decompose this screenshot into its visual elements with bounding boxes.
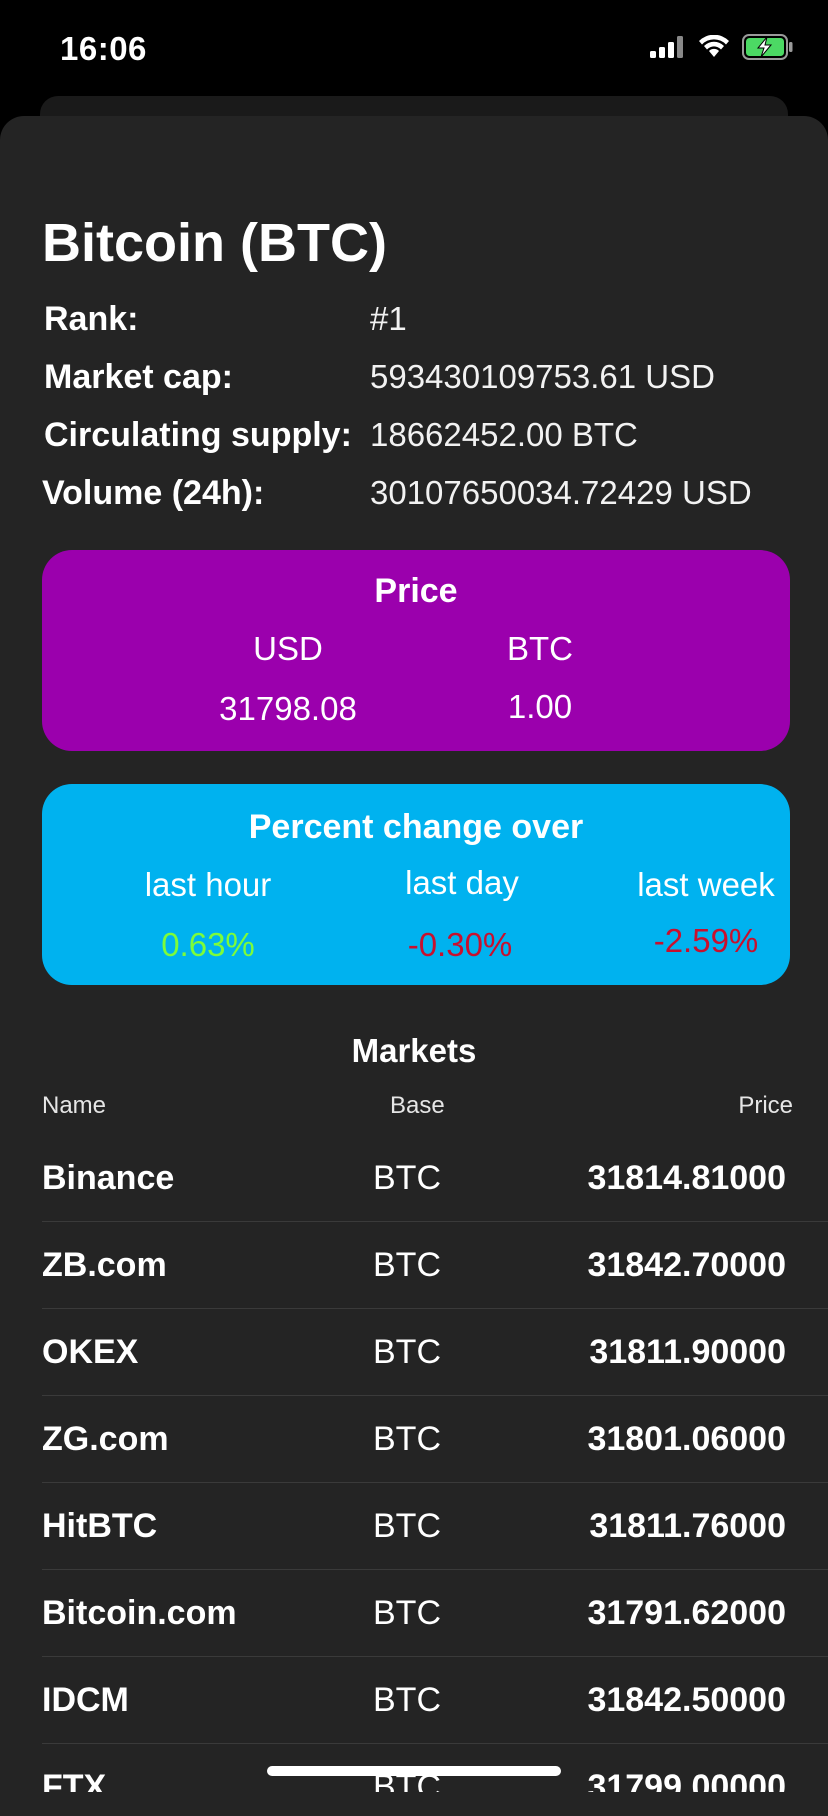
rank-value: #1 (370, 300, 407, 337)
market-name: ZG.com (42, 1420, 169, 1458)
coin-title: Bitcoin (BTC) (42, 213, 387, 273)
volume-value: 30107650034.72429 USD (370, 474, 752, 511)
markets-title: Markets (351, 1032, 477, 1069)
last-day-label: last day (405, 864, 519, 901)
price-card-title: Price (374, 572, 458, 610)
market-base: BTC (373, 1333, 441, 1371)
info-row-market-cap: Market cap: 593430109753.61 USD (44, 358, 804, 402)
market-cap-value: 593430109753.61 USD (370, 358, 715, 395)
market-row[interactable]: HitBTC BTC 31811.76000 (42, 1483, 828, 1570)
wifi-icon (699, 35, 729, 57)
market-name: Bitcoin.com (42, 1594, 237, 1632)
circulating-supply-value: 18662452.00 BTC (370, 416, 638, 453)
market-row[interactable]: OKEX BTC 31811.90000 (42, 1309, 828, 1396)
market-cap-label: Market cap: (44, 358, 233, 396)
last-week-label: last week (637, 866, 775, 903)
market-row[interactable]: Binance BTC 31814.81000 (42, 1135, 828, 1222)
market-row[interactable]: IDCM BTC 31842.50000 (42, 1657, 828, 1744)
percent-change-card: Percent change over last hour last day l… (42, 784, 790, 985)
percent-change-title: Percent change over (248, 808, 584, 846)
market-base: BTC (373, 1420, 441, 1458)
markets-header-base: Base (390, 1092, 445, 1119)
market-name: ZB.com (42, 1246, 167, 1284)
battery-charging-icon (742, 34, 793, 60)
market-row[interactable]: ZG.com BTC 31801.06000 (42, 1396, 828, 1483)
info-row-rank: Rank: #1 (44, 300, 804, 344)
circulating-supply-label: Circulating supply: (44, 416, 352, 454)
info-row-circulating-supply: Circulating supply: 18662452.00 BTC (44, 416, 804, 460)
market-row[interactable]: FTX BTC 31799.00000 (42, 1744, 828, 1792)
market-name: IDCM (42, 1681, 129, 1719)
price-usd-label: USD (253, 630, 323, 667)
volume-label: Volume (24h): (42, 474, 265, 512)
markets-header-price: Price (738, 1092, 793, 1119)
market-name: FTX (42, 1768, 107, 1792)
last-day-value: -0.30% (407, 926, 513, 963)
price-usd-value: 31798.08 (219, 690, 357, 727)
market-base: BTC (373, 1246, 441, 1284)
market-name: Binance (42, 1159, 175, 1197)
price-btc-value: 1.00 (507, 688, 573, 725)
market-name: HitBTC (42, 1507, 158, 1545)
last-hour-label: last hour (144, 866, 272, 903)
market-price: 31814.81000 (587, 1159, 786, 1197)
market-price: 31801.06000 (587, 1420, 786, 1458)
market-row[interactable]: Bitcoin.com BTC 31791.62000 (42, 1570, 828, 1657)
market-price: 31811.90000 (589, 1333, 786, 1371)
market-price: 31811.76000 (589, 1507, 786, 1545)
markets-header-name: Name (42, 1092, 107, 1119)
status-time: 16:06 (60, 30, 147, 67)
signal-icon (650, 36, 683, 58)
market-price: 31799.00000 (587, 1768, 786, 1792)
status-bar: 16:06 (0, 0, 828, 100)
market-price: 31842.70000 (587, 1246, 786, 1284)
market-price: 31791.62000 (587, 1594, 786, 1632)
rank-label: Rank: (44, 300, 139, 338)
price-card: Price USD BTC 31798.08 1.00 (42, 550, 790, 751)
info-row-volume: Volume (24h): 30107650034.72429 USD (42, 474, 804, 518)
price-btc-label: BTC (507, 630, 573, 667)
market-name: OKEX (42, 1333, 139, 1371)
market-price: 31842.50000 (587, 1681, 786, 1719)
last-hour-value: 0.63% (161, 926, 255, 963)
status-icons (650, 34, 794, 60)
market-base: BTC (373, 1681, 441, 1719)
home-indicator[interactable] (267, 1766, 561, 1776)
last-week-value: -2.59% (653, 922, 759, 959)
market-base: BTC (373, 1594, 441, 1632)
market-base: BTC (373, 1507, 441, 1545)
market-base: BTC (373, 1159, 441, 1197)
market-row[interactable]: ZB.com BTC 31842.70000 (42, 1222, 828, 1309)
